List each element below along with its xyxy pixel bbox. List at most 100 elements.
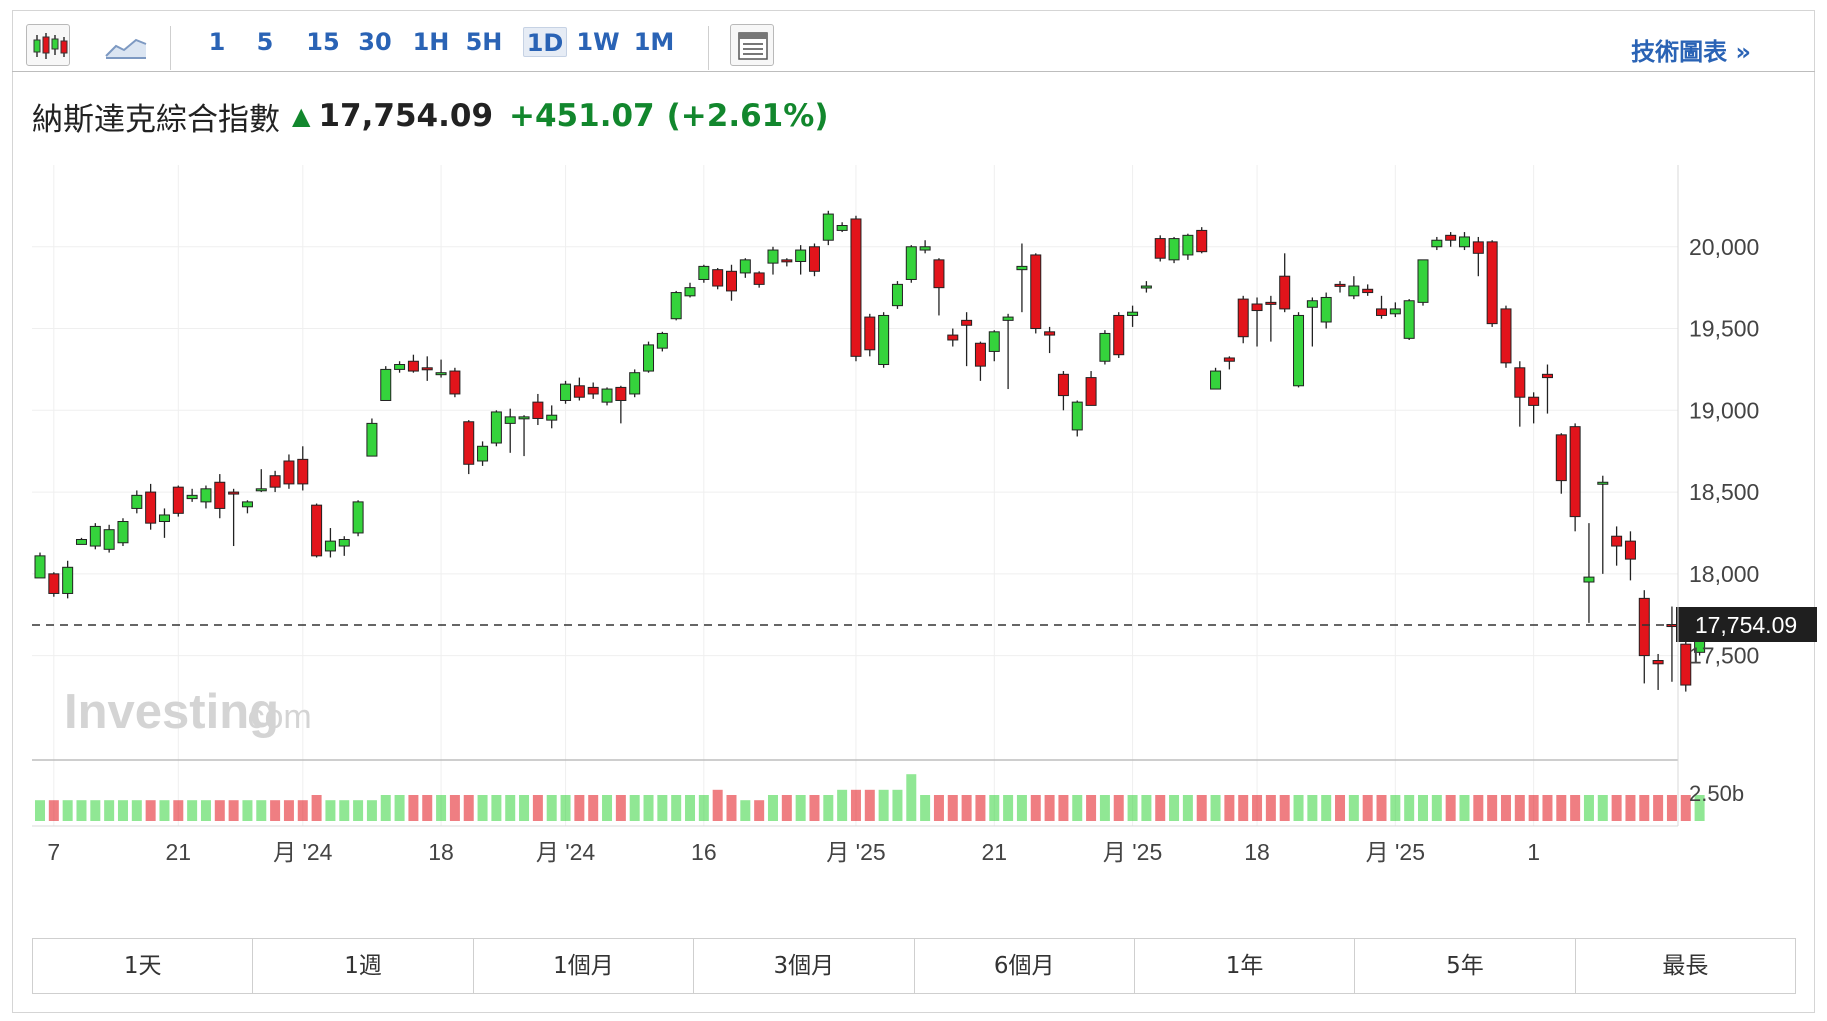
indicators-button[interactable] — [730, 24, 774, 66]
candle-body — [1528, 396, 1540, 406]
volume-bar — [256, 800, 267, 821]
interval-5-button[interactable]: 5 — [256, 28, 274, 56]
candle-body — [1016, 265, 1028, 271]
candle-body — [1555, 434, 1567, 482]
candle — [490, 410, 502, 447]
candle-body — [1168, 238, 1180, 261]
volume-bar — [311, 795, 322, 821]
candle-body — [1376, 308, 1388, 316]
candle-body — [200, 488, 212, 503]
candle — [878, 312, 890, 368]
range-3m-button[interactable]: 3個月 — [694, 939, 915, 993]
volume-bar — [449, 795, 460, 821]
range-1m-button[interactable]: 1個月 — [474, 939, 695, 993]
range-1y-button[interactable]: 1年 — [1135, 939, 1356, 993]
volume-bar — [574, 795, 585, 821]
volume-bar — [1362, 795, 1373, 821]
candle — [961, 312, 973, 367]
volume-bar — [214, 800, 225, 821]
candle-body — [961, 319, 973, 326]
interval-1d-button[interactable]: 1D — [523, 27, 567, 57]
volume-bar — [366, 800, 377, 821]
candle — [1569, 423, 1581, 532]
volume-bar — [1376, 795, 1387, 821]
candle-body — [1624, 540, 1636, 560]
candle-body — [463, 421, 475, 465]
candle-body — [974, 342, 986, 367]
interval-15-button[interactable]: 15 — [306, 28, 340, 56]
candle — [435, 359, 447, 378]
volume-bar — [1072, 795, 1083, 821]
range-1d-button[interactable]: 1天 — [33, 939, 254, 993]
volume-bar — [754, 800, 765, 821]
y-tick-label: 17,500 — [1689, 643, 1759, 669]
volume-bar — [1431, 795, 1442, 821]
candlestick-chart-button[interactable] — [26, 24, 70, 66]
x-tick-label: 21 — [166, 839, 192, 865]
candle-body — [435, 372, 447, 376]
candle-body — [822, 213, 834, 241]
candle — [1182, 233, 1194, 260]
candle-body — [1445, 234, 1457, 241]
candle — [822, 210, 834, 246]
candle-body — [490, 411, 502, 444]
candle-body — [1223, 357, 1235, 362]
interval-30-button[interactable]: 30 — [358, 28, 392, 56]
candle — [214, 474, 226, 519]
volume-bar — [546, 795, 557, 821]
candle-body — [1403, 300, 1415, 339]
interval-1w-button[interactable]: 1W — [576, 28, 620, 56]
range-max-button[interactable]: 最長 — [1662, 953, 1709, 979]
candle-body — [795, 249, 807, 262]
volume-bar — [588, 795, 599, 821]
volume-bar — [519, 795, 530, 821]
candle-body — [214, 481, 226, 509]
candle — [158, 508, 170, 538]
candle — [1389, 302, 1401, 318]
candle — [864, 313, 876, 357]
candle — [974, 341, 986, 381]
technical-chart-link[interactable]: 技術圖表 » — [1631, 38, 1751, 66]
interval-1h-button[interactable]: 1H — [412, 28, 450, 56]
range-1w-button[interactable]: 1週 — [253, 939, 474, 993]
candle — [145, 483, 157, 530]
interval-5h-button[interactable]: 5H — [465, 28, 503, 56]
candle-body — [158, 514, 170, 523]
volume-bar — [657, 795, 668, 821]
volume-bar — [283, 800, 294, 821]
candle — [338, 536, 350, 556]
candle-body — [1431, 239, 1443, 248]
candle — [891, 281, 903, 309]
volume-bar — [505, 795, 516, 821]
candle-body — [62, 566, 74, 594]
volume-bar — [1279, 795, 1290, 821]
volume-bar — [1487, 795, 1498, 821]
price-change-percent: (+2.61%) — [666, 98, 829, 134]
interval-1-button[interactable]: 1 — [208, 28, 226, 56]
volume-bar — [1556, 795, 1567, 821]
candle — [75, 537, 87, 545]
area-chart-button[interactable] — [102, 24, 150, 66]
candle — [933, 258, 945, 316]
volume-bar — [975, 795, 986, 821]
candle-body — [145, 491, 157, 524]
candle-body — [283, 460, 295, 485]
candle — [836, 222, 848, 233]
candle-body — [573, 385, 585, 398]
candle — [352, 500, 364, 537]
candle-body — [905, 246, 917, 280]
candle-body — [1265, 301, 1277, 305]
range-6m-button[interactable]: 6個月 — [915, 939, 1135, 993]
volume-bar — [1528, 795, 1539, 821]
volume-bar — [1224, 795, 1235, 821]
candle-body — [34, 555, 46, 579]
range-5y-button[interactable]: 5年 — [1355, 939, 1576, 993]
watermark-suffix: .com — [238, 698, 312, 736]
up-arrow-icon: ▲ — [292, 102, 311, 130]
volume-bar — [1680, 795, 1691, 821]
volume-bar — [270, 800, 281, 821]
volume-bar — [767, 795, 778, 821]
interval-1m-button[interactable]: 1M — [633, 28, 675, 56]
candle-body — [988, 331, 1000, 352]
